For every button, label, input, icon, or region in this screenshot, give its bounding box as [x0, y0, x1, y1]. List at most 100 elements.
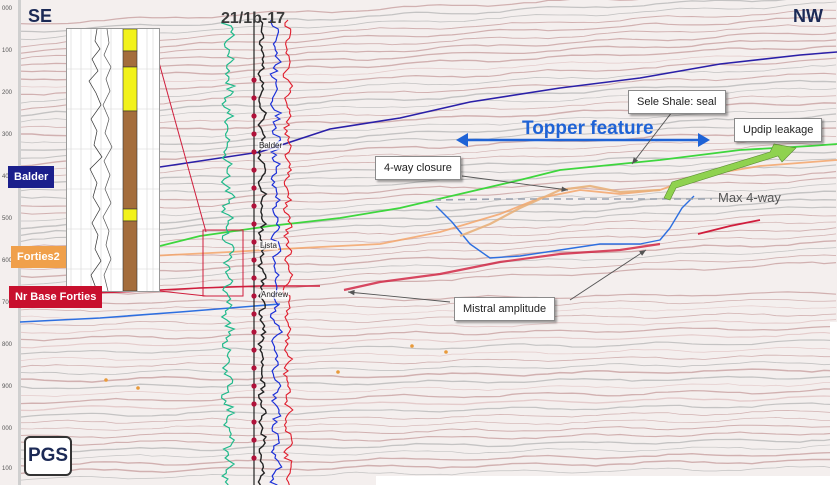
- well-marker-dot: [251, 365, 257, 371]
- depth-tick: 600: [2, 258, 13, 264]
- well-log-black: [257, 19, 268, 485]
- max-four-way-line: [433, 198, 712, 201]
- depth-tick: 700: [2, 300, 13, 306]
- four-way-closure-outline: [459, 184, 661, 238]
- bottom-edge-strip: [376, 476, 830, 485]
- green-horizon: [159, 143, 837, 247]
- reflector-line: [19, 402, 837, 418]
- reflector-line: [19, 361, 837, 375]
- well-log-red: [282, 19, 294, 485]
- right-edge-strip: [830, 322, 837, 485]
- well-marker-dot: [251, 131, 257, 137]
- well-marker-dot: [251, 419, 257, 425]
- blue-horizon-closure: [435, 195, 695, 259]
- amplitude-point: [410, 344, 414, 348]
- reflector-line: [19, 375, 837, 390]
- blue-horizon-left: [19, 303, 281, 323]
- pointer-sele-shale: [631, 111, 673, 165]
- mistral-amplitude-right: [697, 219, 761, 235]
- reflector-line: [19, 291, 837, 305]
- callout-four-way-closure: 4-way closure: [375, 156, 461, 180]
- depth-tick: 000: [2, 426, 13, 432]
- callout-sele-shale: Sele Shale: seal: [628, 90, 726, 114]
- depth-tick: 100: [2, 466, 13, 472]
- well-marker-dot: [251, 437, 257, 443]
- horizon-label-balder: Balder: [8, 166, 55, 188]
- reflector-line: [19, 381, 837, 397]
- corner-label-se: SE: [28, 6, 53, 26]
- max-four-way-label: Max 4-way: [718, 190, 781, 205]
- reflector-line: [19, 438, 837, 453]
- reflector-line: [19, 458, 836, 475]
- well-marker-dot: [251, 167, 257, 173]
- callout-updip-leakage: Updip leakage: [734, 118, 823, 142]
- horizon-label-forties2: Forties2: [11, 246, 66, 268]
- well-marker-dot: [251, 77, 257, 83]
- pgs-logo: PGS: [24, 436, 72, 476]
- well-name: 21/1b-17: [221, 10, 286, 27]
- corner-label-nw: NW: [793, 6, 823, 26]
- well-marker-dot: [251, 203, 257, 209]
- depth-tick: 400: [2, 174, 13, 180]
- depth-tick: 300: [2, 132, 13, 138]
- gamma-ray-log: [220, 19, 237, 485]
- depth-tick: 000: [2, 6, 13, 12]
- depth-tick: 500: [2, 216, 13, 222]
- well-log-panel: [66, 28, 160, 292]
- well-marker-dot: [251, 383, 257, 389]
- callout-mistral-amplitude: Mistral amplitude: [454, 297, 556, 321]
- reflector-line: [19, 466, 837, 481]
- well-marker-dot: [251, 257, 257, 263]
- reflector-line: [19, 319, 837, 334]
- topper-arrow-head-left: [456, 133, 468, 147]
- interpretation-overlay: [18, 0, 837, 485]
- topper-feature-title: Topper feature: [522, 118, 654, 139]
- well-marker-dot: [251, 221, 257, 227]
- reflector-line: [19, 410, 837, 424]
- well-marker-dot: [251, 347, 257, 353]
- depth-tick: 100: [2, 48, 13, 54]
- well-log-blue: [269, 19, 284, 485]
- pointer-mistral-right: [569, 249, 647, 301]
- reflector-line: [19, 346, 837, 362]
- amplitude-point: [104, 378, 108, 382]
- reflector-line: [20, 368, 837, 383]
- mistral-amplitude: [343, 242, 661, 292]
- pointer-sele-shale-head: [632, 157, 639, 164]
- depth-tick: 900: [2, 384, 13, 390]
- balder-horizon: [159, 51, 837, 168]
- lithology-log: [67, 28, 159, 292]
- amplitude-point: [444, 350, 448, 354]
- pointer-four-way-closure-head: [561, 186, 568, 192]
- well-marker-dot: [251, 401, 257, 407]
- pointer-four-way-closure: [461, 175, 569, 191]
- well-marker-dot: [251, 455, 257, 461]
- reflector-line: [19, 444, 837, 460]
- well-marker-dot: [251, 275, 257, 281]
- well-marker-dot: [251, 185, 257, 191]
- depth-tick: 800: [2, 342, 13, 348]
- well-marker-andrew: Andrew: [260, 290, 290, 299]
- reflector-line: [19, 431, 837, 446]
- well-marker-lista: Lista: [259, 241, 278, 250]
- well-marker-dot: [251, 113, 257, 119]
- topper-arrow-head-right: [698, 133, 710, 147]
- well-marker-dot: [251, 239, 257, 245]
- pointer-mistral-left-head: [348, 289, 355, 296]
- reflector-line: [19, 261, 837, 298]
- reflector-line: [19, 354, 836, 368]
- depth-tick: 200: [2, 90, 13, 96]
- well-zoom-box: [202, 229, 244, 297]
- reflector-line: [19, 339, 837, 355]
- amplitude-point: [336, 370, 340, 374]
- amplitude-point: [136, 386, 140, 390]
- reflector-line: [19, 388, 837, 405]
- reflector-line: [19, 331, 837, 349]
- reflector-line: [19, 451, 837, 467]
- horizon-label-base-forties: Nr Base Forties: [9, 286, 103, 308]
- updip-leakage-arrow: [663, 143, 797, 201]
- reflector-line: [19, 416, 837, 431]
- well-marker-dot: [251, 95, 257, 101]
- well-marker-dot: [251, 149, 257, 155]
